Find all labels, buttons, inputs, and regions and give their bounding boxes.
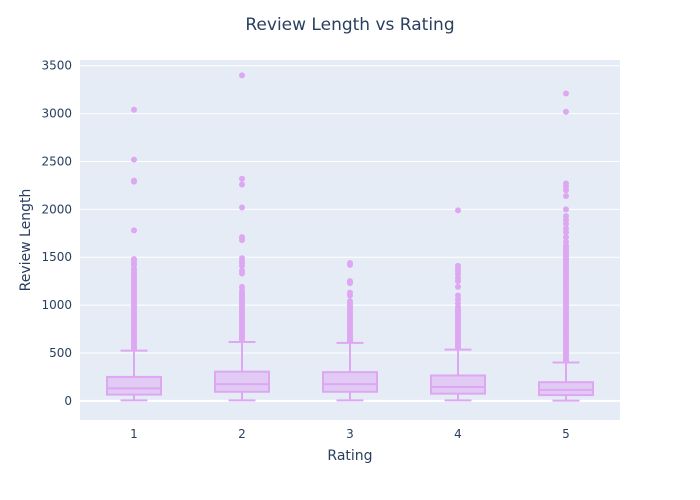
outlier-point: [131, 345, 137, 352]
x-tick-label: 4: [454, 427, 462, 441]
outlier-point: [239, 262, 245, 269]
outlier-point: [347, 280, 353, 287]
outlier-point: [239, 336, 245, 343]
outlier-point: [239, 72, 245, 79]
outlier-point: [563, 90, 569, 97]
box-group-rating-1: [106, 106, 162, 402]
x-tick-label: 3: [346, 427, 354, 441]
outlier-point: [455, 283, 461, 290]
box-group-rating-4: [430, 207, 486, 402]
outlier-point: [131, 156, 137, 163]
outlier-point: [563, 108, 569, 115]
y-tick-label: 3500: [41, 59, 72, 73]
outlier-point: [563, 192, 569, 199]
outlier-point: [347, 261, 353, 268]
outlier-point: [563, 229, 569, 236]
outlier-point: [131, 106, 137, 113]
boxes-layer: [106, 72, 594, 402]
iqr-box: [538, 381, 594, 397]
iqr-box: [106, 375, 162, 396]
x-tick-label: 2: [238, 427, 246, 441]
y-tick-label: 1500: [41, 250, 72, 264]
outlier-point: [563, 220, 569, 227]
outlier-point: [563, 187, 569, 194]
outlier-point: [239, 237, 245, 243]
outlier-point: [347, 292, 353, 299]
iqr-box: [430, 374, 486, 395]
x-tick-label: 5: [562, 427, 570, 441]
outlier-point: [239, 181, 245, 188]
outlier-point: [131, 227, 137, 234]
x-tick-labels: 1 2 3 4 5: [130, 427, 570, 441]
y-tick-label: 3000: [41, 107, 72, 121]
box-group-rating-2: [214, 72, 270, 402]
chart-title: Review Length vs Rating: [245, 15, 454, 35]
box-group-rating-5: [538, 90, 594, 402]
y-tick-label: 2000: [41, 202, 72, 216]
outlier-point: [563, 206, 569, 213]
outlier-point: [455, 344, 461, 351]
outlier-point: [239, 175, 245, 182]
iqr-box: [322, 371, 378, 393]
y-tick-label: 500: [49, 346, 72, 360]
outlier-point: [239, 204, 245, 211]
outlier-point: [455, 278, 461, 285]
y-axis-title: Review Length: [18, 189, 34, 292]
outlier-point: [239, 270, 245, 277]
outlier-point: [455, 207, 461, 214]
x-axis-title: Rating: [327, 448, 372, 464]
box-group-rating-3: [322, 259, 378, 402]
y-tick-label: 2500: [41, 154, 72, 168]
y-tick-label: 0: [64, 394, 72, 408]
outlier-point: [563, 357, 569, 364]
outlier-point: [347, 338, 353, 345]
iqr-box: [214, 370, 270, 393]
y-tick-labels: 0 500 1000 1500 2000 2500 3000 3500: [41, 59, 72, 408]
y-tick-label: 1000: [41, 298, 72, 312]
outlier-point: [563, 234, 569, 241]
outlier-point: [131, 178, 137, 185]
x-tick-label: 1: [130, 427, 138, 441]
